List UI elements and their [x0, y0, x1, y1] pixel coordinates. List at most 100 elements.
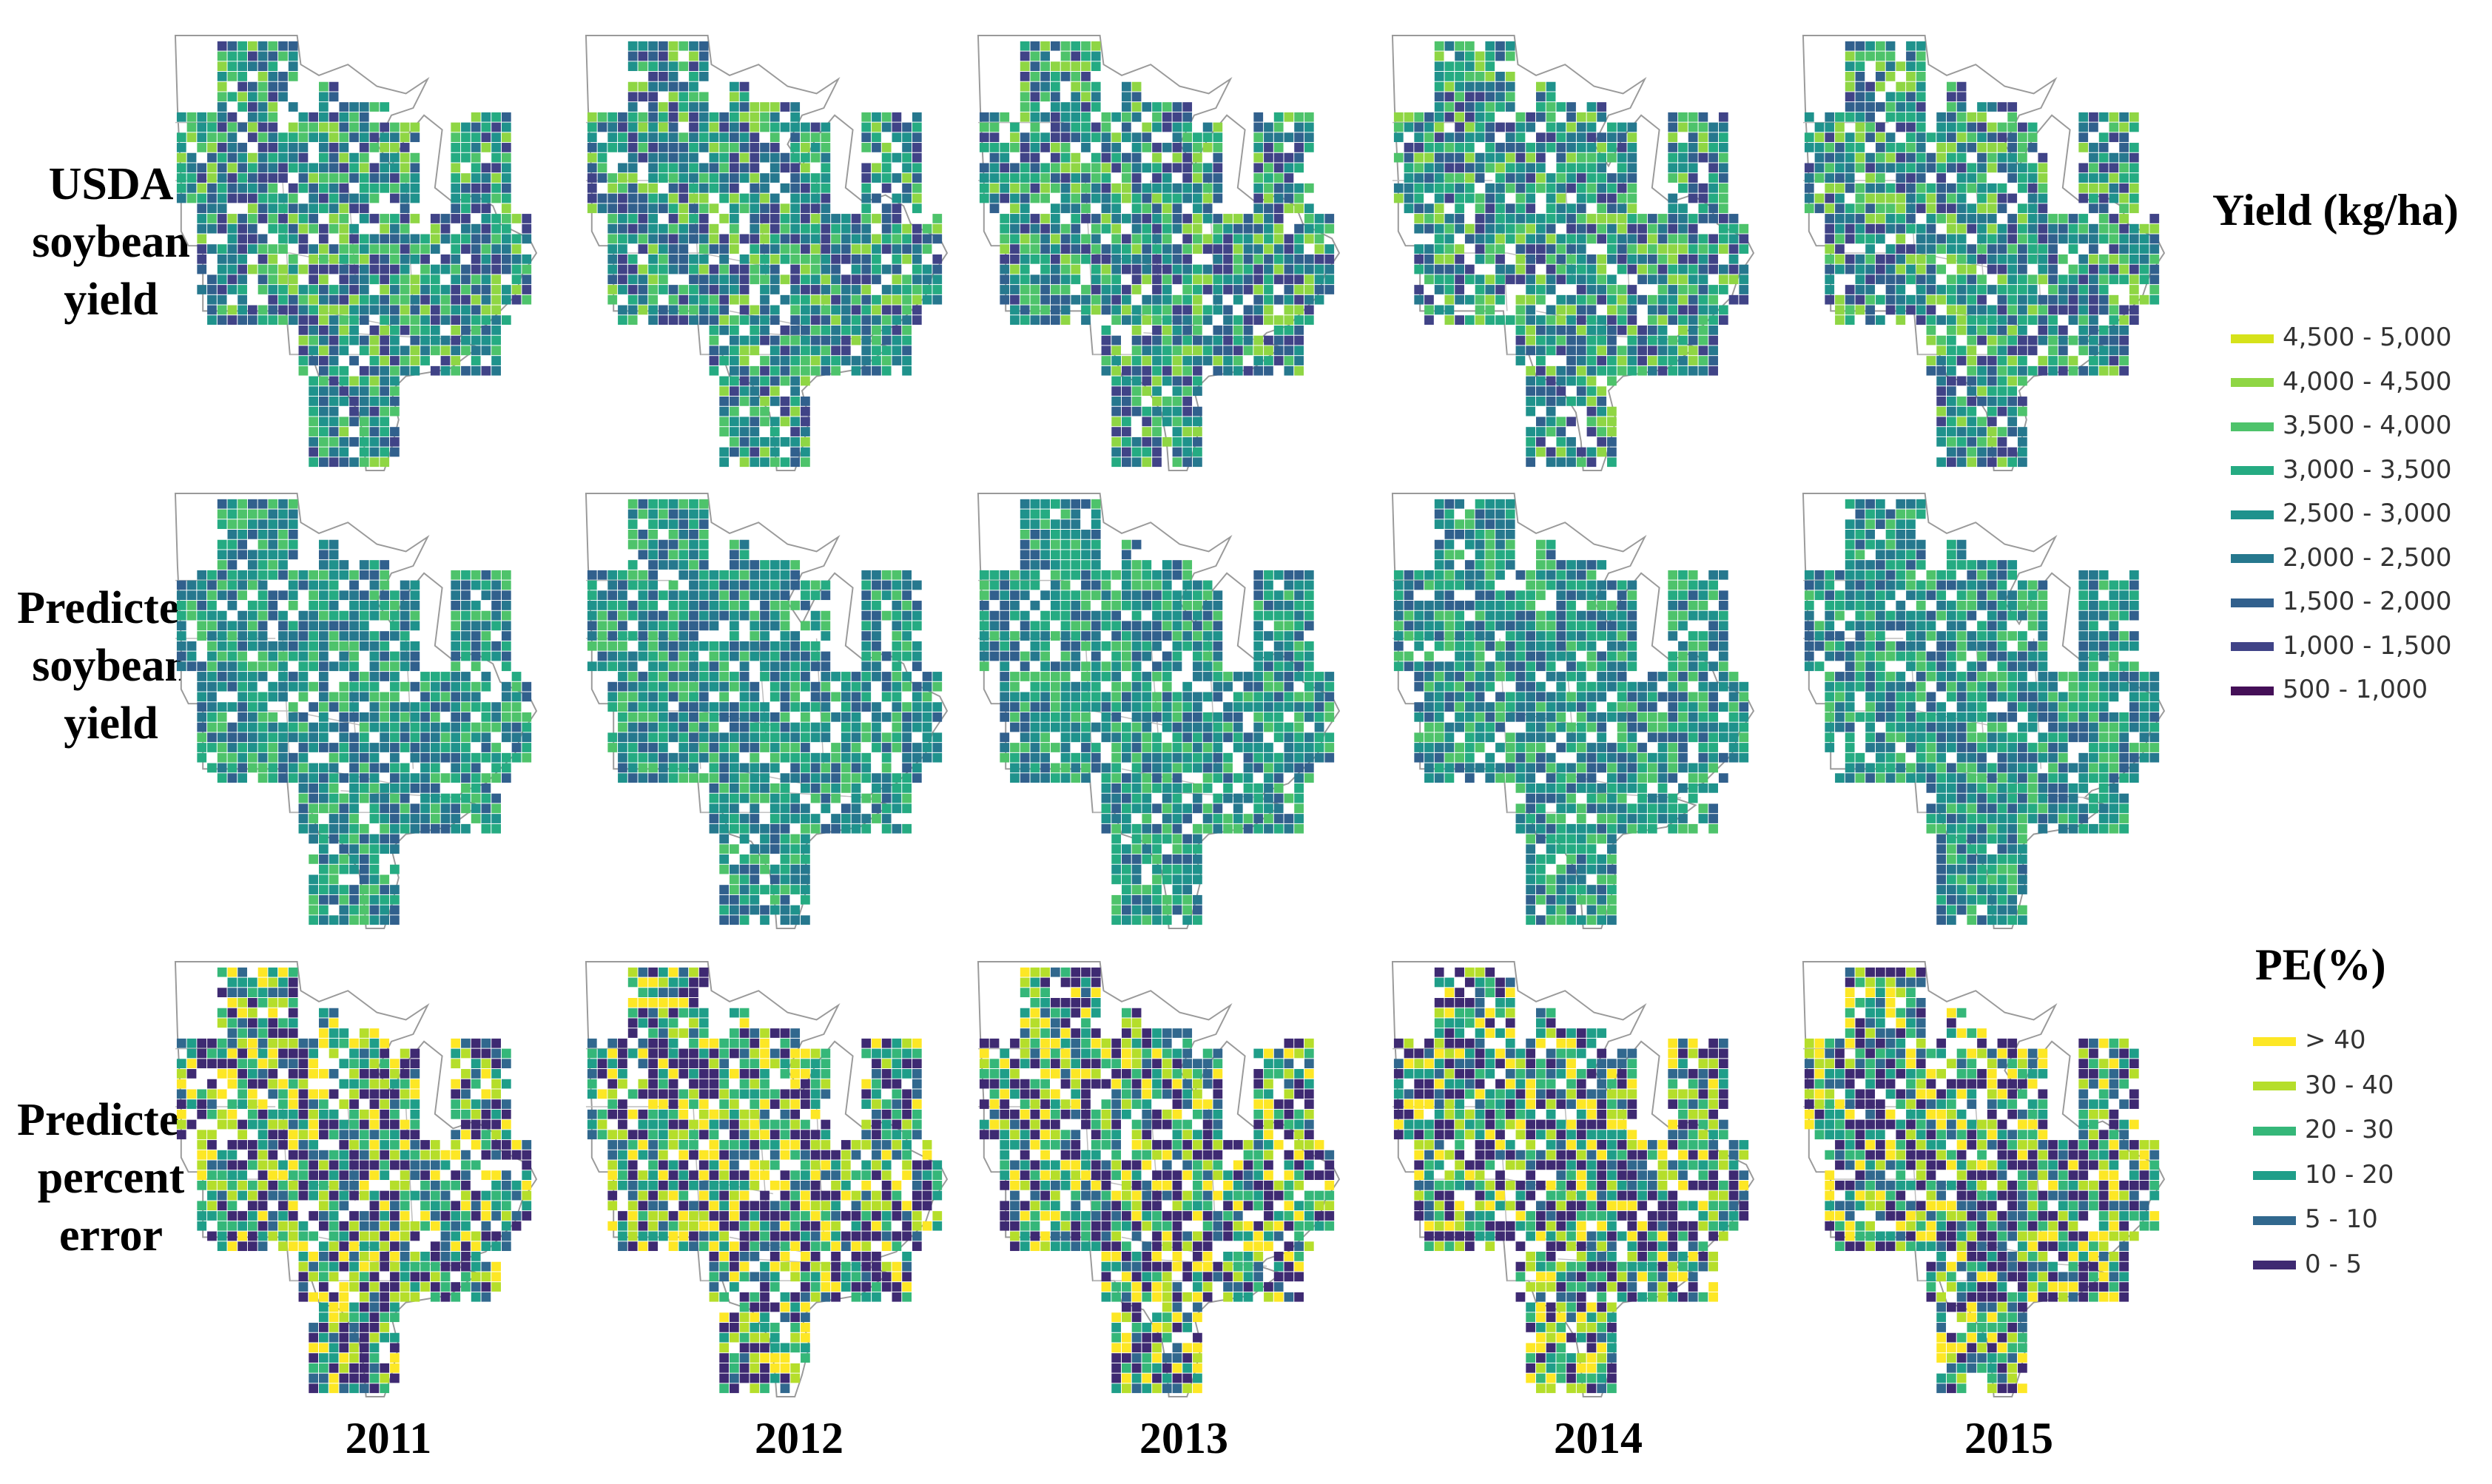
county-cell	[380, 214, 390, 223]
county-cell	[217, 743, 227, 752]
county-cell	[1193, 163, 1202, 173]
county-cell	[501, 692, 511, 702]
county-cell	[810, 335, 821, 345]
county-cell	[597, 152, 607, 163]
county-cell	[2038, 365, 2048, 376]
county-cell	[1233, 315, 1243, 326]
county-cell	[1122, 356, 1131, 365]
county-cell	[1896, 122, 1906, 132]
county-cell	[1111, 163, 1122, 173]
county-cell	[309, 223, 319, 234]
county-cell	[1253, 143, 1264, 152]
county-cell	[831, 305, 841, 315]
county-cell	[1708, 122, 1718, 132]
county-cell	[451, 722, 461, 732]
county-cell	[989, 163, 1000, 173]
county-cell	[1485, 214, 1495, 223]
county-cell	[319, 427, 329, 436]
county-cell	[238, 763, 247, 773]
county-cell	[587, 203, 597, 214]
county-cell	[420, 335, 430, 345]
county-cell	[1202, 122, 1213, 132]
county-cell	[689, 580, 698, 590]
county-cell	[268, 773, 278, 783]
county-cell	[1030, 244, 1040, 254]
county-cell	[288, 702, 298, 712]
county-cell	[309, 823, 319, 834]
county-cell	[2038, 244, 2048, 254]
county-cell	[760, 305, 770, 315]
county-cell	[1668, 173, 1678, 183]
county-cell	[1607, 406, 1617, 416]
county-cell	[390, 365, 400, 376]
county-cell	[319, 264, 329, 274]
county-cell	[1304, 285, 1314, 294]
county-cell	[268, 163, 278, 173]
county-cell	[1536, 416, 1546, 427]
county-cell	[790, 294, 801, 305]
county-cell	[678, 81, 689, 92]
county-cell	[2058, 326, 2068, 335]
county-cell	[638, 580, 648, 590]
county-cell	[1464, 152, 1475, 163]
county-cell	[390, 274, 400, 285]
county-cell	[1885, 203, 1896, 214]
county-cell	[1264, 173, 1273, 183]
county-cell	[1182, 305, 1193, 315]
county-cell	[380, 803, 390, 814]
county-cell	[1967, 274, 1977, 285]
county-cell	[349, 580, 359, 590]
county-cell	[1576, 274, 1586, 285]
county-cell	[2038, 335, 2048, 345]
county-cell	[1678, 183, 1688, 193]
county-cell	[471, 264, 481, 274]
county-cell	[750, 193, 760, 203]
county-cell	[380, 651, 390, 661]
county-cell	[1264, 244, 1273, 254]
county-cell	[1977, 326, 1987, 335]
county-cell	[176, 152, 186, 163]
county-cell	[1485, 203, 1495, 214]
county-cell	[390, 722, 400, 732]
county-cell	[501, 651, 511, 661]
county-cell	[1607, 132, 1617, 143]
county-cell	[1845, 112, 1855, 122]
county-cell	[902, 326, 912, 335]
county-cell	[1556, 305, 1566, 315]
county-cell	[329, 570, 339, 580]
county-cell	[1607, 315, 1617, 326]
county-cell	[1304, 254, 1314, 264]
county-cell	[1233, 345, 1243, 356]
county-cell	[197, 193, 207, 203]
county-cell	[719, 457, 730, 468]
county-cell	[197, 203, 207, 214]
county-cell	[1936, 143, 1947, 152]
county-cell	[1906, 61, 1916, 72]
county-cell	[319, 743, 329, 752]
county-cell	[1414, 244, 1424, 254]
county-cell	[319, 854, 329, 864]
county-cell	[1444, 173, 1455, 183]
county-cell	[471, 692, 481, 702]
county-cell	[1162, 112, 1172, 122]
county-cell	[698, 294, 709, 305]
county-cell	[1304, 122, 1314, 132]
county-cell	[420, 356, 430, 365]
county-cell	[1152, 416, 1162, 427]
county-cell	[760, 112, 770, 122]
county-cell	[1597, 326, 1607, 335]
county-cell	[390, 223, 400, 234]
county-cell	[1101, 122, 1111, 132]
county-cell	[1556, 152, 1566, 163]
county-cell	[471, 732, 481, 743]
county-cell	[309, 793, 319, 803]
county-cell	[1071, 254, 1081, 264]
county-cell	[810, 132, 821, 143]
county-cell	[1193, 173, 1202, 183]
county-cell	[1556, 214, 1566, 223]
county-cell	[1111, 254, 1122, 264]
county-cell	[197, 285, 207, 294]
county-cell	[1936, 335, 1947, 345]
county-cell	[309, 376, 319, 386]
county-cell	[349, 570, 359, 580]
